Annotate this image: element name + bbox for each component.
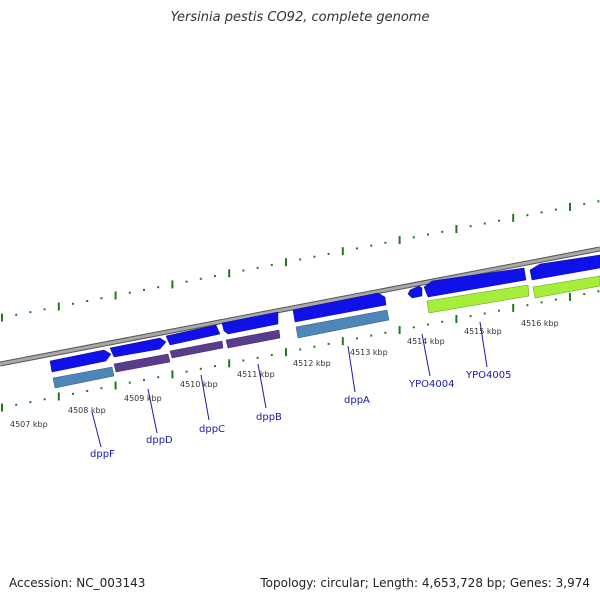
scale-label-4515: 4515 kbp [464, 327, 502, 336]
gene-label-YPO4004[interactable]: YPO4004 [408, 379, 454, 390]
gene-label-YPO4005[interactable]: YPO4005 [465, 370, 511, 381]
scale-label-4513: 4513 kbp [350, 348, 388, 357]
gene-label-dppC[interactable]: dppC [199, 424, 225, 435]
page-title: Yersinia pestis CO92, complete genome [170, 10, 430, 25]
gene-labels: dppF dppD dppC dppB dppA YPO4004 YPO4005 [90, 370, 511, 460]
scale-label-4508: 4508 kbp [68, 406, 106, 415]
gene-band-dppA[interactable] [295, 309, 390, 339]
gene-label-dppA[interactable]: dppA [344, 395, 370, 406]
scale-label-4514: 4514 kbp [407, 337, 445, 346]
pointer-dppB [257, 363, 267, 409]
accession-text: Accession: NC_003143 [9, 576, 146, 590]
gene-label-dppB[interactable]: dppB [256, 412, 282, 423]
genome-backbone-highlight [0, 247, 600, 366]
scale-label-4511: 4511 kbp [237, 370, 275, 379]
gene-arrow-dppB[interactable] [221, 311, 279, 335]
scale-label-4507: 4507 kbp [10, 420, 48, 429]
pointer-dppC [200, 374, 210, 421]
gene-label-dppD[interactable]: dppD [146, 435, 173, 446]
pointer-dppA [347, 345, 356, 393]
gene-band-YPO4005[interactable] [426, 284, 530, 314]
gene-features [49, 254, 600, 389]
pointer-dppF [91, 411, 102, 448]
gene-arrow-dppA[interactable] [292, 292, 387, 323]
pointer-YPO4004 [421, 333, 431, 377]
gene-label-dppF[interactable]: dppF [90, 449, 115, 460]
lower-scale-track [1, 290, 600, 412]
gene-band-next[interactable] [532, 275, 600, 299]
gene-band-dppD[interactable] [113, 353, 171, 373]
scale-label-4509: 4509 kbp [124, 394, 162, 403]
gene-arrow-next[interactable] [529, 254, 600, 281]
gene-band-dppF[interactable] [52, 366, 115, 389]
genome-stats-text: Topology: circular; Length: 4,653,728 bp… [260, 576, 590, 590]
gene-pointers [91, 321, 488, 448]
pointer-YPO4005 [479, 321, 488, 368]
gene-band-dppB[interactable] [225, 329, 281, 349]
gene-arrow-YPO4004[interactable] [407, 285, 423, 299]
scale-label-4512: 4512 kbp [293, 359, 331, 368]
gene-arrow-dppC[interactable] [165, 324, 221, 346]
upper-scale-track [1, 200, 600, 322]
gene-arrow-dppF[interactable] [49, 349, 112, 373]
scale-labels: 4507 kbp 4508 kbp 4509 kbp 4510 kbp 4511… [10, 319, 559, 429]
gene-band-dppC[interactable] [169, 340, 224, 359]
gene-arrow-YPO4005[interactable] [423, 267, 527, 298]
pointer-dppD [147, 388, 158, 434]
gene-arrow-dppD[interactable] [109, 337, 167, 358]
scale-label-4516: 4516 kbp [521, 319, 559, 328]
scale-label-4510: 4510 kbp [180, 380, 218, 389]
